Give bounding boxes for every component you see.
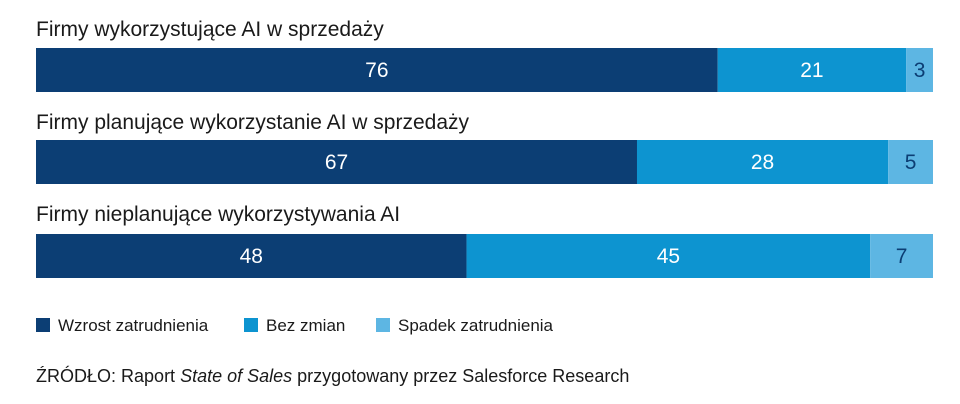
bar-segment xyxy=(466,234,871,278)
legend-swatch xyxy=(244,318,258,332)
data-label: 7 xyxy=(896,245,908,268)
bar-segment xyxy=(870,234,933,278)
source-suffix: przygotowany przez Salesforce Research xyxy=(297,366,630,386)
category-label: Firmy wykorzystujące AI w sprzedaży xyxy=(36,18,384,41)
source-title: State of Sales xyxy=(180,366,293,386)
legend-label: Wzrost zatrudnienia xyxy=(58,316,209,335)
category-label: Firmy planujące wykorzystanie AI w sprze… xyxy=(36,111,469,134)
bar-segment xyxy=(717,48,907,92)
data-label: 5 xyxy=(905,151,917,174)
legend-label: Bez zmian xyxy=(266,316,345,335)
bar-segment xyxy=(636,140,889,184)
category-label: Firmy nieplanujące wykorzystywania AI xyxy=(36,203,400,226)
source-note: ŹRÓDŁO: Raport State of Sales przygotowa… xyxy=(36,366,629,387)
data-label: 28 xyxy=(751,151,774,174)
source-prefix: Raport xyxy=(121,366,176,386)
data-label: 45 xyxy=(657,245,680,268)
legend-swatch xyxy=(376,318,390,332)
bar-segment xyxy=(906,48,933,92)
bar-segment xyxy=(36,48,718,92)
legend-swatch xyxy=(36,318,50,332)
legend-label: Spadek zatrudnienia xyxy=(398,316,554,335)
data-label: 76 xyxy=(365,59,388,82)
bar-segment xyxy=(36,140,637,184)
data-label: 3 xyxy=(914,59,926,82)
bar-segment xyxy=(36,234,467,278)
data-label: 48 xyxy=(240,245,263,268)
data-label: 21 xyxy=(800,59,823,82)
bar-segment xyxy=(888,140,933,184)
source-label: ŹRÓDŁO: xyxy=(36,366,117,386)
data-label: 67 xyxy=(325,151,348,174)
